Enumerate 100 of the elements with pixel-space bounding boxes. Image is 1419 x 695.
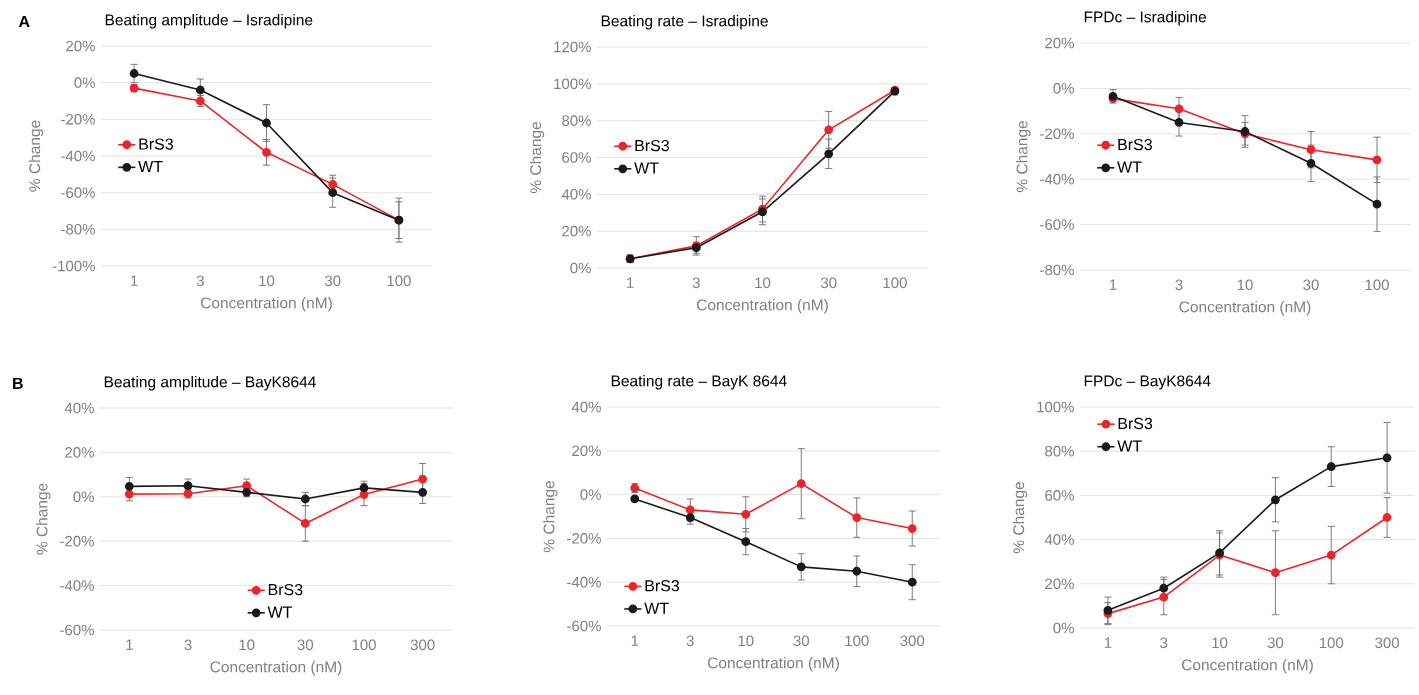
x-axis-title: Concentration (nM) bbox=[696, 299, 828, 314]
y-tick-label: -20% bbox=[61, 114, 95, 125]
y-tick-label: -40% bbox=[1040, 173, 1074, 185]
x-axis-title: Concentration (nM) bbox=[1181, 659, 1313, 674]
x-tick-label: 10 bbox=[755, 277, 771, 289]
x-tick-label: 100 bbox=[387, 275, 411, 287]
x-tick-label: 1 bbox=[631, 635, 639, 646]
y-tick-label: -60% bbox=[1040, 219, 1074, 230]
x-tick-label: 3 bbox=[686, 635, 694, 647]
legend-label: WT bbox=[138, 161, 163, 173]
text: B bbox=[13, 377, 23, 389]
x-tick-label: 3 bbox=[196, 275, 204, 287]
y-tick-label: 0% bbox=[1053, 622, 1074, 634]
chart-title: Beating amplitude – BayK8644 bbox=[104, 376, 316, 391]
x-tick-label: 30 bbox=[1267, 637, 1284, 649]
y-tick-label: 20% bbox=[1045, 578, 1074, 590]
x-tick-label: 300 bbox=[900, 635, 925, 647]
y-tick-label: 0% bbox=[580, 489, 601, 500]
y-tick-label: 80% bbox=[562, 115, 591, 126]
y-tick-label: 40% bbox=[1044, 534, 1074, 545]
x-tick-label: 300 bbox=[1375, 637, 1399, 649]
y-tick-label: -100% bbox=[52, 260, 95, 272]
x-tick-label: 1 bbox=[126, 639, 133, 650]
x-tick-label: 100 bbox=[1319, 637, 1344, 649]
y-tick-label: 40% bbox=[64, 402, 94, 414]
y-tick-label: 40% bbox=[571, 401, 601, 413]
x-axis-title: Concentration (nM) bbox=[210, 661, 342, 676]
x-tick-label: 1 bbox=[1109, 279, 1117, 290]
y-tick-label: -20% bbox=[60, 535, 94, 547]
y-tick-label: 20% bbox=[65, 447, 94, 458]
x-axis-title: Concentration (nM) bbox=[1179, 301, 1311, 316]
x-tick-label: 10 bbox=[239, 639, 255, 651]
x-tick-label: 3 bbox=[1175, 279, 1183, 291]
x-tick-label: 1 bbox=[1104, 637, 1112, 648]
y-tick-label: 20% bbox=[572, 445, 601, 457]
x-axis-title: Concentration (nM) bbox=[200, 297, 332, 312]
x-tick-label: 30 bbox=[297, 639, 314, 651]
y-axis-title: % Change bbox=[543, 481, 558, 553]
y-tick-label: 100% bbox=[554, 78, 591, 90]
x-tick-label: 1 bbox=[131, 275, 138, 286]
y-tick-label: 60% bbox=[1045, 490, 1074, 501]
y-axis-title: % Change bbox=[529, 122, 545, 194]
x-tick-label: 10 bbox=[1237, 279, 1253, 291]
y-tick-label: -80% bbox=[1040, 264, 1074, 276]
y-tick-label: 0% bbox=[74, 77, 95, 88]
y-tick-label: -80% bbox=[61, 224, 95, 235]
y-tick-label: 80% bbox=[1045, 445, 1074, 457]
x-tick-label: 100 bbox=[883, 277, 907, 289]
x-tick-label: 300 bbox=[410, 639, 435, 651]
y-tick-label: 20% bbox=[66, 40, 95, 52]
y-tick-label: 0% bbox=[73, 491, 94, 503]
x-tick-label: 10 bbox=[259, 275, 275, 287]
y-axis-title: % Change bbox=[1012, 482, 1028, 554]
y-tick-label: 60% bbox=[562, 152, 591, 163]
legend-label: BrS3 bbox=[139, 138, 173, 150]
y-tick-label: -40% bbox=[61, 150, 95, 162]
x-tick-label: 30 bbox=[324, 275, 341, 287]
x-axis-title: Concentration (nM) bbox=[707, 657, 839, 672]
x-tick-label: 3 bbox=[692, 277, 700, 289]
y-tick-label: -60% bbox=[567, 620, 601, 632]
legend-label: BrS3 bbox=[635, 139, 669, 152]
x-tick-label: 30 bbox=[793, 635, 809, 647]
y-tick-label: 20% bbox=[562, 225, 591, 237]
x-tick-label: 30 bbox=[820, 277, 837, 289]
y-tick-label: -20% bbox=[567, 533, 601, 544]
y-tick-label: -40% bbox=[567, 576, 601, 588]
x-tick-label: 3 bbox=[1160, 637, 1168, 649]
x-tick-label: 1 bbox=[627, 277, 634, 288]
legend-label: WT bbox=[267, 606, 293, 618]
y-tick-label: -20% bbox=[1040, 128, 1074, 140]
y-axis-title: % Change bbox=[1016, 121, 1031, 193]
legend-label: WT bbox=[1117, 440, 1142, 452]
x-tick-label: 30 bbox=[1303, 279, 1319, 291]
chart-title: FPDc – Isradipine bbox=[1084, 11, 1207, 26]
y-tick-label: 40% bbox=[561, 189, 591, 200]
x-tick-label: 100 bbox=[352, 639, 376, 651]
chart-title: Beating amplitude – Isradipine bbox=[105, 14, 313, 29]
y-tick-label: -60% bbox=[61, 187, 95, 198]
chart-title: Beating rate – BayK 8644 bbox=[611, 375, 787, 390]
legend-label: BrS3 bbox=[1118, 138, 1152, 151]
y-tick-label: -40% bbox=[60, 580, 94, 591]
legend-label: WT bbox=[644, 602, 669, 614]
y-axis-title: % Change bbox=[28, 120, 44, 192]
y-tick-label: 100% bbox=[1037, 401, 1074, 413]
y-tick-label: 120% bbox=[554, 41, 591, 53]
legend-label: BrS3 bbox=[268, 583, 303, 596]
legend-label: WT bbox=[1117, 161, 1142, 173]
legend-label: BrS3 bbox=[1118, 417, 1153, 430]
y-tick-label: 0% bbox=[1053, 83, 1074, 94]
x-tick-label: 100 bbox=[1365, 279, 1389, 291]
x-tick-label: 10 bbox=[738, 635, 754, 647]
legend-label: WT bbox=[634, 162, 659, 174]
x-tick-label: 10 bbox=[1212, 637, 1228, 649]
legend-label: BrS3 bbox=[645, 580, 680, 592]
chart-title: Beating rate – Isradipine bbox=[601, 15, 768, 30]
y-tick-label: -60% bbox=[60, 624, 94, 636]
text: A bbox=[18, 16, 30, 28]
y-tick-label: 0% bbox=[570, 262, 591, 274]
y-tick-label: 20% bbox=[1045, 37, 1074, 49]
y-axis-title: % Change bbox=[36, 483, 51, 555]
